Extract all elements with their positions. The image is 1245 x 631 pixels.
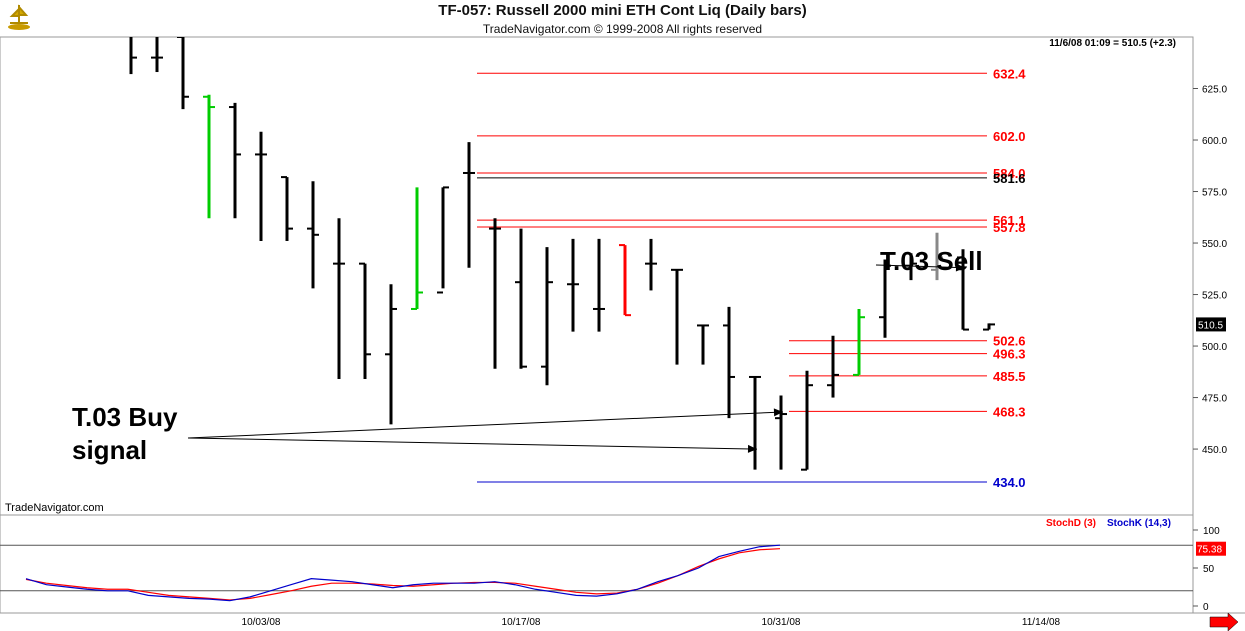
x-tick-label: 10/31/08 [762, 617, 801, 628]
price-bar [333, 218, 345, 380]
price-bar [151, 37, 163, 73]
level-label: 496.3 [993, 347, 1026, 362]
price-bar [489, 218, 501, 369]
price-bar [619, 244, 631, 317]
sell-annotation: T.03 Sell [880, 246, 983, 276]
buy-annotation-line2: signal [72, 435, 147, 465]
price-bar [931, 232, 943, 281]
price-bar [437, 186, 449, 294]
stoch-k-legend: StochK (14,3) [1107, 518, 1171, 529]
price-bar [129, 37, 137, 75]
buy-annotation-line1: T.03 Buy [72, 402, 178, 432]
last-price-label: 510.5 [1198, 320, 1223, 331]
x-tick-label: 10/03/08 [242, 617, 281, 628]
buy-arrow-head [747, 444, 757, 453]
price-bar [463, 142, 475, 268]
price-bar [697, 324, 709, 365]
buy-annotation: T.03 Buy signal [72, 402, 185, 465]
sell-arrow [875, 264, 966, 269]
sell-arrow-head [955, 263, 965, 272]
price-bar [177, 37, 189, 110]
price-bar [671, 268, 683, 365]
price-tick-label: 600.0 [1202, 136, 1227, 147]
level-label: 561.1 [993, 213, 1026, 228]
trade-navigator-logo-icon [4, 3, 34, 33]
price-bar [281, 176, 293, 241]
price-panel [0, 36, 1194, 516]
price-bar [723, 306, 735, 419]
price-bar [385, 284, 397, 425]
buy-arrow-head [773, 408, 783, 417]
price-bar [541, 247, 553, 386]
price-bar [957, 249, 969, 331]
stoch-tick-label: 50 [1203, 564, 1215, 575]
stoch-d-legend: StochD (3) [1046, 518, 1096, 529]
price-bar [801, 370, 813, 471]
price-tick-label: 575.0 [1202, 188, 1227, 199]
level-label: 581.6 [993, 171, 1026, 186]
stoch-value-label: 75.38 [1197, 545, 1222, 556]
price-bar [515, 228, 527, 369]
stoch-tick-label: 0 [1203, 602, 1209, 613]
stoch-tick-label: 100 [1203, 526, 1220, 537]
level-label: 632.4 [993, 66, 1026, 81]
price-tick-label: 525.0 [1202, 291, 1227, 302]
scroll-right-arrow-icon[interactable] [1209, 612, 1239, 631]
price-tick-label: 550.0 [1202, 239, 1227, 250]
price-bar [983, 323, 995, 331]
x-tick-label: 11/14/08 [1022, 617, 1061, 628]
price-bar [749, 375, 761, 470]
level-label: 557.8 [993, 220, 1026, 235]
price-bar [255, 131, 267, 241]
stoch-value-box [1196, 541, 1226, 556]
level-label: 502.6 [993, 334, 1026, 349]
watermark: TradeNavigator.com [5, 502, 104, 514]
stoch-panel [0, 514, 1194, 614]
stoch-line [25, 544, 781, 602]
price-bar [307, 181, 319, 289]
price-bar [203, 94, 215, 219]
price-bar [645, 238, 657, 291]
price-bar [775, 395, 787, 470]
x-tick-label: 10/17/08 [502, 617, 541, 628]
price-bar [359, 262, 371, 380]
price-tick-label: 450.0 [1202, 445, 1227, 456]
level-label: 584.0 [993, 166, 1026, 181]
price-tick-label: 475.0 [1202, 394, 1227, 405]
price-bar [411, 187, 423, 310]
chart-copyright: TradeNavigator.com © 1999-2008 All right… [482, 22, 763, 36]
chart-title: TF-057: Russell 2000 mini ETH Cont Liq (… [438, 2, 807, 19]
price-bar [229, 102, 241, 219]
level-label: 485.5 [993, 369, 1026, 384]
price-bar [593, 238, 605, 332]
axis-layer: 450.0 475.0 500.0 525.0 550.0 575.0 600.0 625.0… [242, 85, 1228, 628]
price-bar [827, 335, 839, 398]
price-bar [853, 308, 865, 376]
buy-arrow [187, 437, 758, 450]
price-bar [567, 238, 579, 332]
buy-arrow [187, 411, 784, 439]
level-label: 468.3 [993, 404, 1026, 419]
last-quote: 11/6/08 01:09 = 510.5 (+2.3) [1049, 38, 1176, 49]
level-label: 434.0 [993, 475, 1026, 490]
level-label: 602.0 [993, 129, 1026, 144]
last-price-box [1196, 317, 1226, 332]
price-tick-label: 625.0 [1202, 85, 1227, 96]
price-tick-label: 500.0 [1202, 342, 1227, 353]
stoch-layer [0, 544, 1193, 602]
